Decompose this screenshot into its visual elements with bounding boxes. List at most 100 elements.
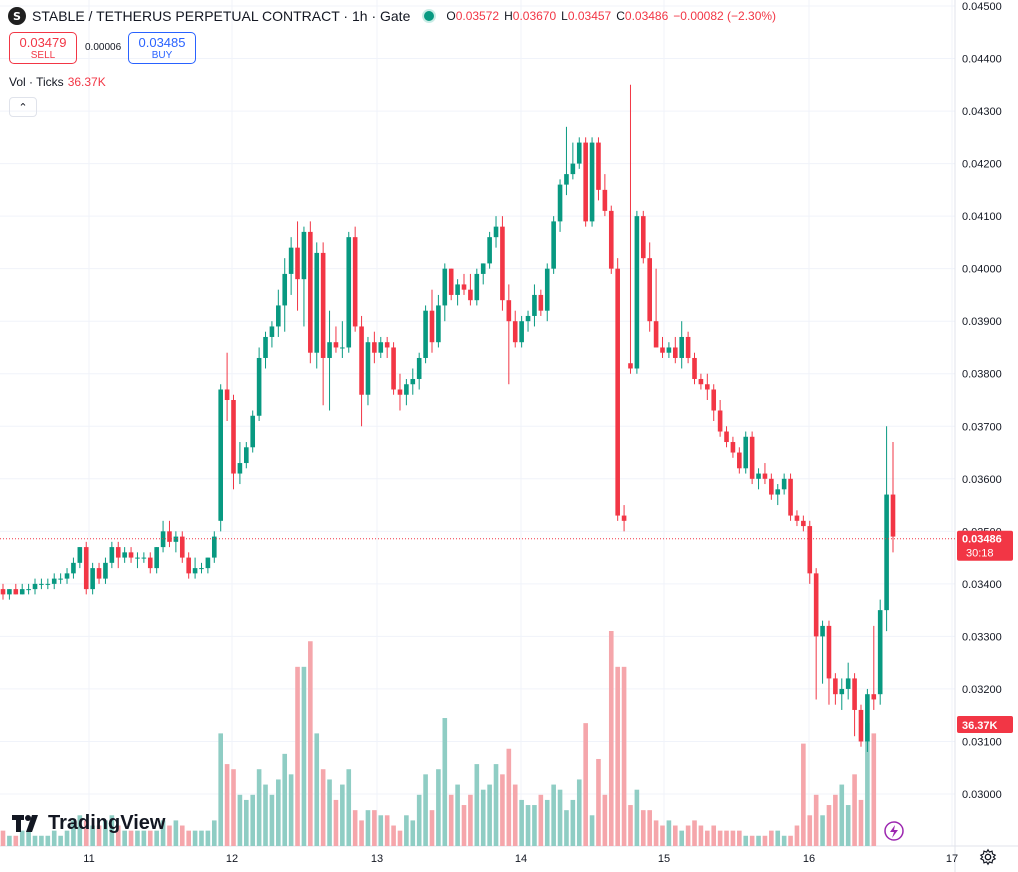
candle-body [679,336,685,358]
candle-body [429,310,435,343]
candle-body [455,284,460,295]
candle-body [372,342,377,353]
volume-bar [333,799,339,846]
candle-body [295,247,300,280]
symbol-logo-icon[interactable]: S [8,7,26,25]
candle-body [666,347,672,353]
volume-bar [391,825,396,846]
volume-bar [506,748,512,846]
volume-bar [749,835,755,846]
volume-bar [301,666,307,846]
candle-body [538,294,544,311]
candle-body [769,478,774,495]
y-tick-label: 0.04200 [962,159,1002,171]
candle-body [276,305,281,327]
volume-bar [128,830,134,846]
volume-bar [436,769,441,846]
candle-body [263,336,268,358]
candle-body [480,263,486,274]
volume-bar [852,774,857,846]
volume-bar [628,805,633,846]
volume-bar [801,743,806,846]
volume-bar [679,830,685,846]
candle-body [199,568,204,570]
candle-body [551,221,556,269]
candle-body [877,610,883,695]
volume-bar [244,799,249,846]
volume-bar [282,753,288,846]
volume-bar [705,830,710,846]
candle-body [71,562,76,574]
sell-button[interactable]: 0.03479 SELL [9,32,77,64]
volume-tag-label: 36.37K [962,720,998,732]
volume-bar [839,784,845,846]
chevron-up-icon[interactable]: ⌃ [9,97,37,117]
volume-bar [64,830,70,846]
x-tick-label: 14 [515,853,527,865]
volume-bar [615,666,620,846]
volume-bar [384,815,390,846]
lightning-icon[interactable] [884,821,904,841]
volume-bar [122,830,127,846]
volume-bar [858,799,864,846]
volume-legend[interactable]: Vol · Ticks 36.37K [9,75,106,89]
last-price-label: 0.03486 [962,534,1002,546]
candle-body [45,583,51,585]
volume-bar [109,815,115,846]
volume-bar [327,779,332,846]
candle-body [378,342,384,353]
candle-body [160,531,166,548]
candle-body [288,247,294,274]
volume-bar [807,815,813,846]
volume-bar [365,810,371,846]
candle-body [602,189,608,211]
volume-bar [173,820,179,846]
buy-button[interactable]: 0.03485 BUY [128,32,196,64]
volume-bar [589,815,595,846]
candle-body [308,231,313,353]
y-tick-label: 0.03200 [962,684,1002,696]
volume-bar [378,815,384,846]
candle-body [461,284,467,290]
ohlc-readout: O0.03572 H0.03670 L0.03457 C0.03486 −0.00082… [446,9,777,23]
volume-bar [160,820,166,846]
gear-icon[interactable] [979,848,997,866]
candle-body [115,547,121,558]
candle-body [628,363,633,369]
candle-body [154,547,159,569]
volume-bar [51,830,57,846]
candle-body [141,557,147,559]
volume-bar [224,764,230,846]
volume-bar [532,805,537,846]
candle-body [685,336,691,358]
volume-bar [154,830,159,846]
volume-bar [660,825,665,846]
volume-bar [544,799,550,846]
close-value: 0.03486 [624,9,669,23]
x-tick-label: 11 [83,853,94,865]
volume-bar [820,815,825,846]
candle-body [442,268,448,306]
volume-bar [167,825,172,846]
volume-bar [564,810,569,846]
volume-bar [359,820,364,846]
tradingview-logo: TradingView [12,812,165,835]
open-value: 0.03572 [455,9,500,23]
volume-bar [83,820,89,846]
candle-body [519,321,524,343]
volume-bar [237,794,243,846]
volume-bar [218,733,224,846]
candle-body [186,557,191,574]
volume-bar [737,830,742,846]
candle-body [179,536,185,558]
market-status-icon[interactable] [422,9,437,23]
volume-bar [596,758,601,846]
symbol-title[interactable]: STABLE / TETHERUS PERPETUAL CONTRACT · 1… [32,8,411,24]
y-tick-label: 0.03400 [962,579,1002,591]
volume-bar [58,835,63,846]
volume-bar [487,784,492,846]
candle-body [359,326,364,395]
candle-body [653,321,659,348]
volume-bar [179,825,185,846]
